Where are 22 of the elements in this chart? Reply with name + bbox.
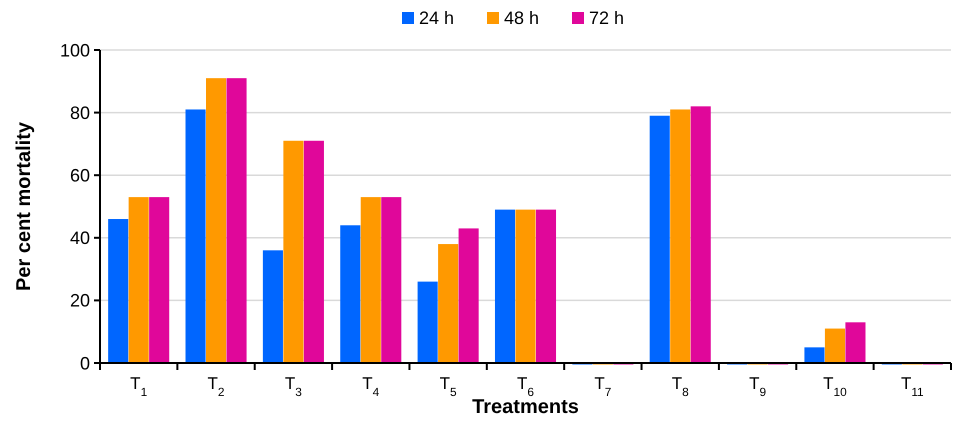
x-axis-title: Treatments [472,396,579,418]
legend-label: 72 h [589,8,624,28]
x-tick-label: T$_{8}$ [672,374,690,399]
x-tick-label: T$_{1}$ [130,374,148,399]
y-tick-label: 80 [70,102,90,123]
x-tick-label: T$_{11}$ [900,374,924,399]
x-tick-label: T$_{6}$ [516,374,534,399]
y-tick-label: 60 [70,166,90,186]
x-tick-label: T$_{2}$ [208,374,225,399]
x-tick-label: T$_{7}$ [594,374,612,399]
x-tick-label: T$_{3}$ [284,374,302,399]
y-tick-label: 40 [70,228,90,248]
y-tick-label: 0 [80,353,90,374]
legend-label: 24 h [419,8,454,28]
legend-label: 48 h [504,8,540,28]
y-tick-label: 20 [70,290,90,311]
y-axis-title: Per cent mortality [13,121,35,291]
x-tick-label: T$_{9}$ [749,374,766,399]
x-tick-label: T$_{5}$ [440,374,458,399]
x-tick-label: T$_{4}$ [362,374,380,399]
x-tick-label: T$_{10}$ [823,374,848,399]
y-tick-label: 100 [60,40,90,60]
